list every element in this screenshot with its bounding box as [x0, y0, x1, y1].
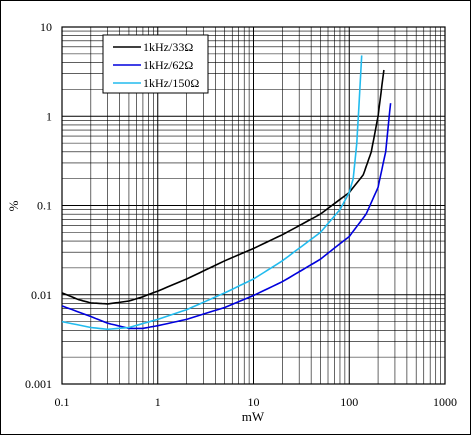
y-tick-label: 0.001	[25, 377, 52, 391]
y-tick-label: 10	[40, 20, 52, 34]
y-tick-label: 1	[46, 109, 52, 123]
series-line-1	[61, 69, 385, 305]
legend: 1kHz/33Ω 1kHz/62Ω 1kHz/150Ω	[102, 34, 209, 94]
x-tick-label: 100	[340, 395, 358, 409]
y-tick-label: 0.1	[37, 199, 52, 213]
y-tick-label: 0.01	[31, 288, 52, 302]
x-axis-label: mW	[242, 409, 265, 424]
y-axis-label: %	[6, 200, 21, 211]
x-tick-label: 1	[155, 395, 161, 409]
legend-label-3: 1kHz/150Ω	[143, 76, 199, 90]
series-lines	[61, 55, 392, 331]
plot-area-border	[61, 26, 446, 385]
x-tick-label: 0.1	[55, 395, 70, 409]
x-tick-label: 1000	[433, 395, 457, 409]
legend-label-2: 1kHz/62Ω	[143, 58, 193, 72]
series-line-3	[61, 55, 363, 331]
tick-labels: 0.1 1 10 100 1000 0.001 0.01 0.1 1 10	[25, 20, 457, 409]
legend-label-1: 1kHz/33Ω	[143, 40, 193, 54]
series-line-2	[61, 103, 392, 330]
x-tick-label: 10	[248, 395, 260, 409]
